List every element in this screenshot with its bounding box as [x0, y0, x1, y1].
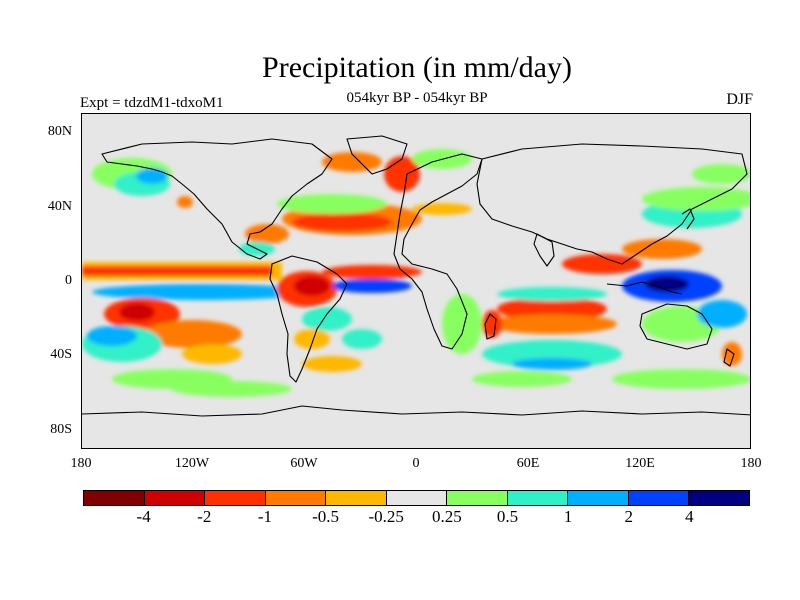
lat-label-equator: 0: [65, 273, 72, 288]
coast-greenland: [346, 135, 408, 175]
anomaly-io-south-cyan: [482, 340, 622, 368]
colorbar-box-1: [144, 491, 206, 505]
lon-label-180w: 180: [70, 456, 92, 471]
coast-antarctica: [82, 405, 750, 417]
lon-label-0: 0: [412, 456, 420, 471]
anomaly-amazon-core: [294, 276, 330, 296]
colorbar-label-1: -2: [197, 507, 212, 526]
coast-madagascar: [484, 313, 497, 340]
colorbar-label-5: 0.25: [431, 507, 462, 526]
coast-north-america: [101, 138, 333, 260]
colorbar-box-4: [326, 491, 387, 505]
colorbar-box-8: [568, 491, 629, 505]
colorbar-label-9: 4: [685, 507, 694, 526]
anomaly-wpac-red: [562, 254, 642, 274]
coast-india: [533, 233, 555, 267]
anomaly-alaska-strong: [136, 168, 168, 184]
colorbar-label-6: 0.5: [496, 507, 519, 526]
anomaly-south-pacific-yellow: [182, 344, 242, 364]
anomaly-io-south-blue: [512, 358, 592, 370]
anomaly-sa-cyan: [302, 307, 352, 331]
colorbar-box-0: [84, 491, 145, 505]
anomaly-atl-itcz-red: [322, 265, 422, 279]
lon-label-180e: 180: [740, 456, 762, 471]
anomaly-south-pacific-blue: [87, 326, 137, 346]
colorbar-box-5: [386, 491, 448, 505]
colorbar-label-2: -1: [257, 507, 272, 526]
colorbar-box-2: [205, 491, 266, 505]
anomaly-med-yellow: [412, 203, 472, 215]
anomaly-io-cyan: [497, 287, 607, 301]
anomaly-sa-yellow: [294, 329, 330, 349]
anomaly-pacific-blue-band: [92, 284, 312, 300]
anomaly-southern-ocean-green-w: [472, 371, 572, 387]
colorbar-label-3: -0.5: [312, 507, 339, 526]
anomaly-greenland-orange: [322, 152, 382, 172]
anomaly-southern-ocean-green-e: [612, 369, 750, 389]
colorbar-box-10: [689, 491, 750, 505]
anomaly-atl-itcz-blue: [332, 279, 412, 293]
colorbar-box-9: [628, 491, 690, 505]
anomaly-nz-orange: [722, 342, 742, 366]
anomaly-field: [82, 149, 750, 397]
anomaly-natl-storm-core: [292, 213, 392, 231]
anomaly-gulf-orange: [245, 224, 289, 244]
anomaly-io-orange: [487, 314, 617, 334]
coast-indonesia: [606, 281, 683, 295]
coast-europe-africa: [393, 153, 483, 350]
colorbar-label-4: -0.25: [368, 507, 404, 526]
coastlines: [82, 135, 750, 417]
anomaly-africa-green: [442, 294, 482, 354]
lat-label-40n: 40N: [47, 199, 72, 214]
colorbar: [83, 490, 750, 506]
anomaly-natl-green: [277, 194, 387, 214]
precipitation-map: [82, 114, 750, 448]
anomaly-siberia-green: [692, 164, 750, 184]
map-panel: [81, 113, 751, 449]
chart-title: Precipitation (in mm/day): [262, 51, 572, 84]
coast-asia: [476, 143, 748, 265]
coast-new-zealand: [723, 348, 735, 367]
colorbar-box-6: [447, 491, 508, 505]
colorbar-box-7: [507, 491, 569, 505]
colorbar-label-8: 2: [624, 507, 633, 526]
lon-label-120e: 120E: [625, 456, 655, 471]
anomaly-south-atl-cyan: [342, 329, 382, 349]
colorbar-box-3: [265, 491, 327, 505]
lon-label-60w: 60W: [290, 456, 318, 471]
anomaly-australia-blue: [697, 300, 747, 328]
lon-label-120w: 120W: [174, 456, 210, 471]
anomaly-southern-green: [172, 381, 292, 397]
lat-label-40s: 40S: [50, 347, 72, 362]
colorbar-label-7: 1: [563, 507, 573, 526]
colorbar-label-0: -4: [136, 507, 151, 526]
anomaly-central-pacific-red-core: [82, 266, 272, 276]
lat-label-80n: 80N: [47, 124, 72, 139]
anomaly-maritime-navy: [645, 276, 689, 292]
season-label: DJF: [726, 91, 753, 108]
experiment-label: Expt = tdzdM1-tdxoM1: [80, 95, 224, 111]
coast-south-america: [269, 255, 348, 383]
anomaly-spcz-orange: [142, 320, 242, 348]
anomaly-npac-orange: [177, 196, 193, 208]
anomaly-southern-ocean-yellow: [302, 356, 362, 372]
coast-australia: [639, 303, 713, 350]
lat-label-80s: 80S: [50, 422, 72, 437]
chart-subtitle: 054kyr BP - 054kyr BP: [346, 90, 488, 106]
lon-label-60e: 60E: [516, 456, 540, 471]
anomaly-madagascar-red: [482, 310, 502, 338]
coast-japan: [681, 208, 695, 230]
anomaly-spcz-red-core: [119, 303, 155, 321]
anomaly-wpac-orange: [622, 239, 702, 259]
